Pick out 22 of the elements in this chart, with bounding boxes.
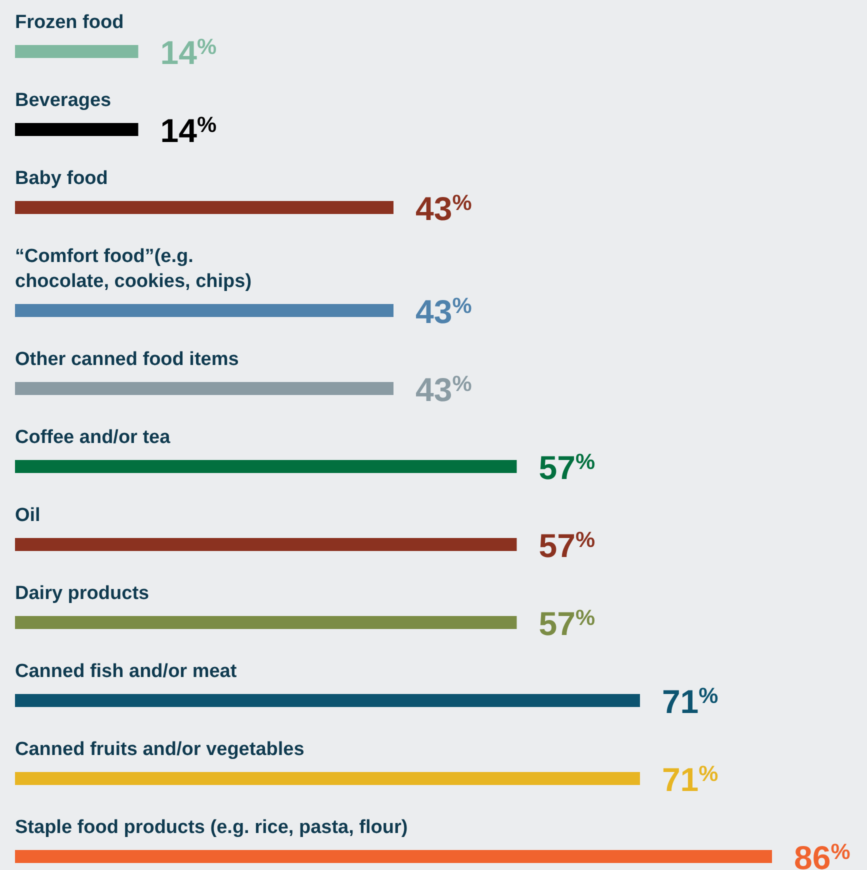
data-label: 57$^{%}$ bbox=[538, 605, 596, 642]
data-label: 86$^{%}$ bbox=[794, 839, 850, 870]
data-label: 71$^{%}$ bbox=[662, 683, 718, 720]
data-label: 57$^{%}$ bbox=[538, 527, 596, 564]
data-label: 14$^{%}$ bbox=[160, 112, 217, 149]
y-tick-label: Staple food products (e.g. rice, pasta, flour) bbox=[15, 817, 408, 838]
y-tick-label: Oil bbox=[15, 505, 40, 526]
y-tick-label: Baby food bbox=[15, 168, 108, 189]
y-tick-label: Beverages bbox=[15, 90, 112, 111]
data-label: 43$^{%}$ bbox=[416, 371, 472, 408]
y-tick-label: Canned fruits and/or vegetables bbox=[15, 739, 304, 760]
y-tick-label: Coffee and/or tea bbox=[15, 427, 171, 448]
data-label: 71$^{%}$ bbox=[662, 761, 718, 798]
y-tick-label: “Comfort food”(e.g. chocolate, cookies, chips) bbox=[15, 246, 252, 292]
y-tick-label: Dairy products bbox=[15, 583, 150, 604]
data-label: 14$^{%}$ bbox=[160, 34, 217, 71]
data-label: 43$^{%}$ bbox=[416, 293, 472, 330]
data-label: 57$^{%}$ bbox=[538, 449, 596, 486]
y-tick-label: Other canned food items bbox=[15, 349, 239, 370]
y-tick-label: Canned fish and/or meat bbox=[15, 661, 238, 682]
data-label: 43$^{%}$ bbox=[416, 190, 472, 227]
y-tick-label: Frozen food bbox=[15, 12, 124, 33]
